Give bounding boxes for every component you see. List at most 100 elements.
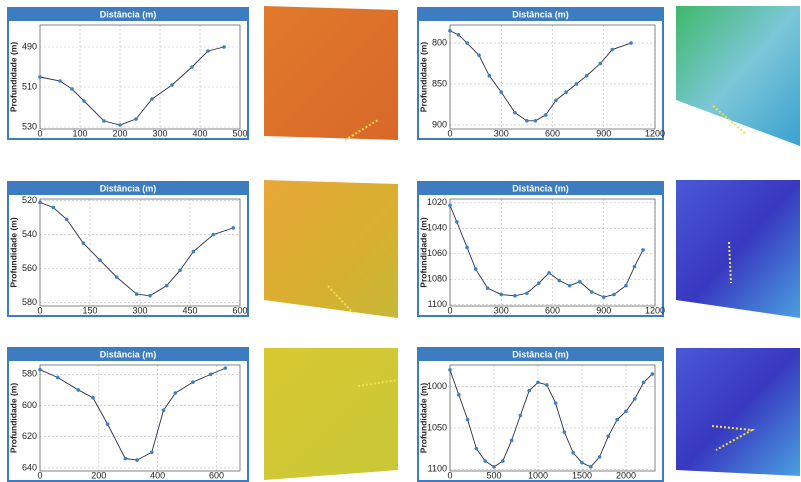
point: [525, 291, 529, 296]
x-tick-label: 0: [37, 128, 42, 138]
terrain-image: [676, 6, 800, 146]
x-tick-label: 450: [182, 305, 197, 315]
point: [208, 372, 213, 377]
point: [615, 417, 619, 422]
point: [500, 459, 505, 463]
point: [82, 99, 86, 103]
point: [135, 458, 139, 462]
x-tick-label: 1200: [645, 305, 665, 315]
y-axis-title: Profundidade (m): [8, 383, 18, 454]
point: [448, 203, 452, 208]
x-tick-label: 300: [494, 128, 509, 138]
point: [123, 456, 128, 461]
chart-title: Distância (m): [512, 349, 569, 359]
chart-panel: Distância (m) Profundidade (m) 0 150 300 450 6…: [7, 181, 249, 317]
x-tick-label: 400: [150, 470, 165, 480]
point: [632, 264, 637, 269]
panel-frame: [417, 7, 664, 140]
point: [118, 123, 122, 127]
x-tick-label: 0: [37, 470, 42, 480]
plot-frame: [449, 24, 656, 130]
point: [606, 434, 611, 439]
point: [598, 61, 603, 66]
point: [597, 455, 602, 459]
y-tick-label: 540: [22, 229, 37, 239]
y-tick-label: 520: [22, 195, 37, 205]
point: [173, 391, 178, 395]
point: [149, 450, 154, 455]
point: [191, 380, 195, 384]
plot-frame: [39, 198, 241, 307]
x-tick-label: 150: [82, 305, 97, 315]
point: [190, 65, 194, 69]
point: [223, 366, 228, 370]
panel-frame: [7, 347, 249, 482]
panel-header: [418, 348, 663, 361]
point: [610, 47, 615, 52]
point: [170, 83, 174, 87]
point: [456, 33, 461, 37]
panel-header: [8, 348, 248, 361]
y-tick-label: 620: [22, 431, 37, 441]
point: [537, 281, 541, 285]
point: [178, 268, 182, 273]
chart-panel: Distância (m) Profundidade (m) 0 200 400 600 5…: [7, 347, 249, 482]
point: [191, 249, 196, 254]
chart-title: Distância (m): [100, 349, 157, 359]
x-tick-label: 0: [37, 305, 42, 315]
point: [580, 460, 584, 465]
x-tick-label: 0: [447, 470, 452, 480]
x-tick-label: 400: [192, 128, 207, 138]
point: [574, 82, 579, 86]
point: [161, 408, 166, 413]
point: [513, 110, 517, 115]
x-tick-label: 300: [494, 305, 509, 315]
terrain-image: [264, 348, 398, 480]
point: [567, 283, 572, 288]
track: [728, 241, 732, 284]
point: [448, 28, 452, 33]
plot-frame: [449, 198, 656, 307]
point: [456, 393, 461, 397]
point: [650, 372, 655, 376]
y-axis-title: Profundidade (m): [418, 217, 428, 288]
point: [477, 53, 481, 58]
point: [584, 73, 589, 78]
y-axis-title: Profundidade (m): [418, 383, 428, 454]
point: [564, 90, 568, 94]
point: [527, 388, 531, 393]
point: [499, 90, 504, 94]
y-tick-label: 800: [432, 37, 447, 47]
chart-title: Distância (m): [512, 183, 569, 193]
y-tick-label: 1050: [427, 422, 447, 432]
point: [557, 278, 562, 283]
track: [344, 119, 379, 141]
point: [164, 283, 169, 288]
x-tick-label: 2000: [616, 470, 636, 480]
y-tick-label: 1080: [427, 274, 447, 284]
point: [38, 200, 42, 205]
x-tick-label: 500: [232, 128, 247, 138]
point: [509, 438, 514, 443]
plot-frame: [449, 364, 656, 472]
y-axis-title: Profundidade (m): [8, 42, 18, 113]
point: [536, 380, 540, 385]
chart-panel: Distância (m) Profundidade (m) 0 300 600 900 1…: [417, 7, 665, 140]
y-tick-label: 1100: [428, 299, 447, 309]
point: [91, 395, 95, 400]
x-tick-label: 0: [447, 128, 452, 138]
point: [81, 241, 86, 245]
y-tick-label: 490: [22, 41, 37, 51]
point: [589, 290, 594, 294]
profile-line: [449, 369, 653, 468]
x-tick-label: 900: [596, 128, 611, 138]
point: [70, 87, 74, 91]
point: [525, 119, 529, 123]
terrain-images: [264, 6, 800, 480]
point: [448, 368, 452, 372]
track: [357, 379, 399, 387]
point: [102, 119, 106, 123]
point: [601, 295, 606, 299]
point: [211, 232, 216, 237]
chart-panel: Distância (m) Profundidade (m) 0 100 200 300 4…: [7, 7, 249, 140]
